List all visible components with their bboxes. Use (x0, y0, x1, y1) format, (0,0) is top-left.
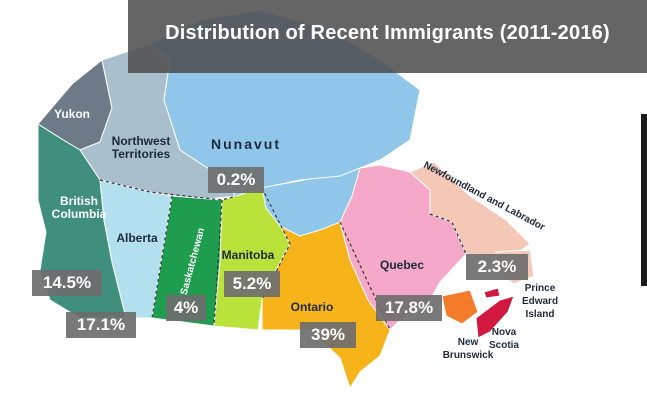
page-title: Distribution of Recent Immigrants (2011-… (165, 22, 610, 44)
border-lines (99, 179, 467, 331)
quebec-percentage: 17.8% (376, 295, 442, 321)
alberta-percentage: 17.1% (66, 312, 136, 338)
prince-edward-island-label: Prince Edward Island (521, 283, 559, 320)
new-brunswick-region (441, 289, 479, 325)
ontario-label: Ontario (290, 300, 334, 314)
saskatchewan-percentage: 4% (166, 295, 206, 321)
quebec-label: Quebec (379, 258, 424, 272)
northwest-territories-label: Northwest Territories (111, 134, 171, 161)
atlantic-percentage: 2.3% (466, 254, 528, 280)
hudson-bay (262, 168, 360, 236)
nunavut-label: Nunavut (211, 136, 281, 152)
prince-edward-island-region (483, 287, 501, 299)
british-columbia-percentage: 14.5% (32, 270, 102, 296)
yukon-label: Yukon (53, 107, 90, 121)
nova-scotia-label: Nova Scotia (488, 327, 519, 351)
manitoba-label: Manitoba (221, 248, 275, 262)
british-columbia-label: British Columbia (51, 194, 107, 221)
territories-percentage: 0.2% (208, 167, 264, 193)
alberta-label: Alberta (116, 231, 158, 245)
new-brunswick-label: New Brunswick (442, 337, 494, 361)
title-banner: Distribution of Recent Immigrants (2011-… (128, 0, 647, 73)
manitoba-percentage: 5.2% (224, 271, 280, 297)
ontario-percentage: 39% (300, 322, 356, 348)
nova-scotia-region (475, 295, 515, 339)
legend-edge (641, 114, 647, 286)
